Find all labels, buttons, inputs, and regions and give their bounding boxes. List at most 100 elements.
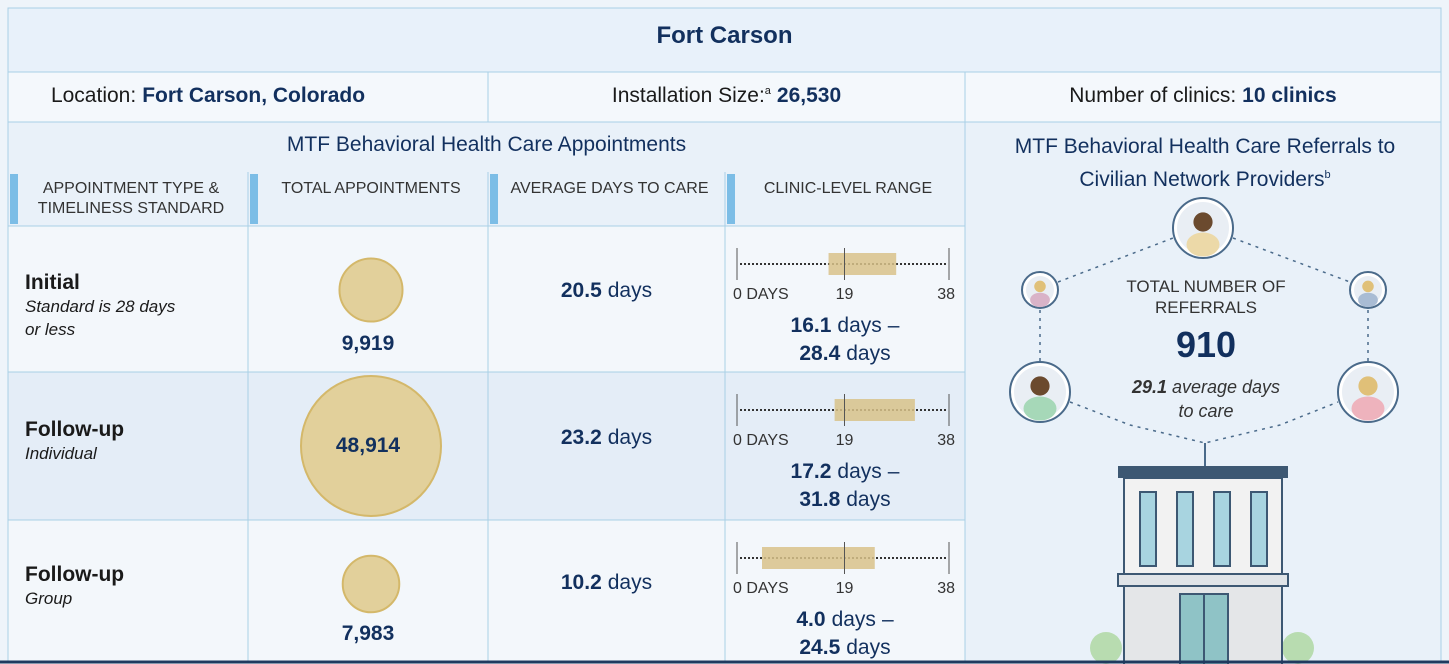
window — [1214, 492, 1230, 566]
person-body — [1024, 397, 1057, 421]
footnote: a — [765, 85, 771, 97]
header-accent — [727, 174, 735, 224]
title: Fort Carson — [8, 22, 1441, 50]
info-value: Fort Carson, Colorado — [142, 84, 365, 107]
column-header: APPOINTMENT TYPE & TIMELINESS STANDARD — [20, 179, 242, 219]
range-text: 31.8 days — [725, 486, 965, 514]
axis-tick-label: 0 DAYS — [733, 432, 789, 449]
person-body — [1030, 293, 1050, 307]
total-label: 48,914 — [248, 434, 488, 458]
header-accent — [490, 174, 498, 224]
referral-title: MTF Behavioral Health Care Referrals to … — [995, 133, 1415, 194]
window — [1140, 492, 1156, 566]
info-label: Number of clinics: — [1069, 84, 1236, 107]
range-high: 31.8 — [799, 488, 840, 511]
person-body — [1187, 233, 1220, 257]
type-standard: Group — [25, 587, 190, 610]
average-value: 23.2 — [561, 426, 602, 449]
average-value: 20.5 — [561, 279, 602, 302]
referral-total-label: TOTAL NUMBER OF REFERRALS — [1126, 276, 1286, 318]
average-days: 23.2 days — [488, 426, 725, 450]
roof — [1118, 466, 1288, 478]
total-label: 9,919 — [248, 332, 488, 356]
person-head — [1034, 281, 1046, 293]
unit: days — [837, 314, 881, 337]
info-label: Installation Size: — [612, 84, 765, 107]
range-separator: – — [888, 314, 900, 337]
person-head — [1362, 281, 1374, 293]
axis-tick-label: 38 — [937, 286, 955, 303]
type-standard: Individual — [25, 442, 190, 465]
type-name: Follow-up — [25, 418, 190, 442]
info-value: 10 clinics — [1242, 84, 1337, 107]
person-head — [1030, 376, 1049, 395]
info-cell: Location: Fort Carson, Colorado — [8, 84, 408, 108]
range-text: 24.5 days — [725, 634, 965, 662]
axis-tick-label: 19 — [836, 580, 854, 597]
window — [1251, 492, 1267, 566]
section-title: MTF Behavioral Health Care Appointments — [8, 133, 965, 157]
header-accent — [10, 174, 18, 224]
referral-average-value: 29.1 — [1132, 377, 1167, 397]
type-standard: Standard is 28 days or less — [25, 295, 190, 341]
person-head — [1358, 376, 1377, 395]
column-header: AVERAGE DAYS TO CARE — [500, 179, 719, 199]
range-bar — [835, 399, 915, 421]
range-bar — [762, 547, 875, 569]
info-cell: Installation Size:a 26,530 — [488, 84, 965, 108]
referral-title-text: MTF Behavioral Health Care Referrals to … — [1015, 135, 1395, 191]
range-low: 16.1 — [791, 314, 832, 337]
range-bar — [829, 253, 897, 275]
unit: days — [846, 488, 890, 511]
average-value: 10.2 — [561, 571, 602, 594]
person-body — [1358, 293, 1378, 307]
appointment-circle — [339, 258, 402, 321]
person-head — [1193, 212, 1212, 231]
ledge — [1118, 574, 1288, 586]
unit: days — [846, 636, 890, 659]
range-separator: – — [888, 460, 900, 483]
axis-tick-label: 38 — [937, 580, 955, 597]
unit: days — [846, 342, 890, 365]
header-accent — [250, 174, 258, 224]
axis-tick-label: 19 — [836, 286, 854, 303]
average-days: 20.5 days — [488, 279, 725, 303]
column-header: CLINIC-LEVEL RANGE — [737, 179, 959, 199]
range-high: 28.4 — [799, 342, 840, 365]
unit: days — [837, 460, 881, 483]
unit: days — [608, 426, 652, 449]
total-label: 7,983 — [248, 622, 488, 646]
range-separator: – — [882, 608, 894, 631]
average-days: 10.2 days — [488, 571, 725, 595]
appointment-circle — [343, 556, 400, 613]
column-header: TOTAL APPOINTMENTS — [260, 179, 482, 199]
shrub — [1090, 632, 1122, 664]
type-name: Follow-up — [25, 563, 190, 587]
range-high: 24.5 — [799, 636, 840, 659]
infographic: 0 DAYS 19 38 0 DAYS 19 38 0 DAYS 19 38 Fort Cars… — [0, 0, 1449, 664]
axis-tick-label: 0 DAYS — [733, 286, 789, 303]
range-low: 17.2 — [791, 460, 832, 483]
unit: days — [608, 279, 652, 302]
unit: days — [608, 571, 652, 594]
shrub — [1282, 632, 1314, 664]
appointment-type: InitialStandard is 28 days or less — [25, 271, 190, 341]
info-cell: Number of clinics: 10 clinics — [965, 84, 1441, 108]
axis-tick-label: 0 DAYS — [733, 580, 789, 597]
referral-total: 910 — [1106, 324, 1306, 366]
info-value: 26,530 — [777, 84, 841, 107]
axis-tick-label: 38 — [937, 432, 955, 449]
footnote: b — [1324, 169, 1330, 181]
axis-tick-label: 19 — [836, 432, 854, 449]
range-text: 28.4 days — [725, 340, 965, 368]
type-name: Initial — [25, 271, 190, 295]
unit: days — [832, 608, 876, 631]
window — [1177, 492, 1193, 566]
info-label: Location: — [51, 84, 136, 107]
